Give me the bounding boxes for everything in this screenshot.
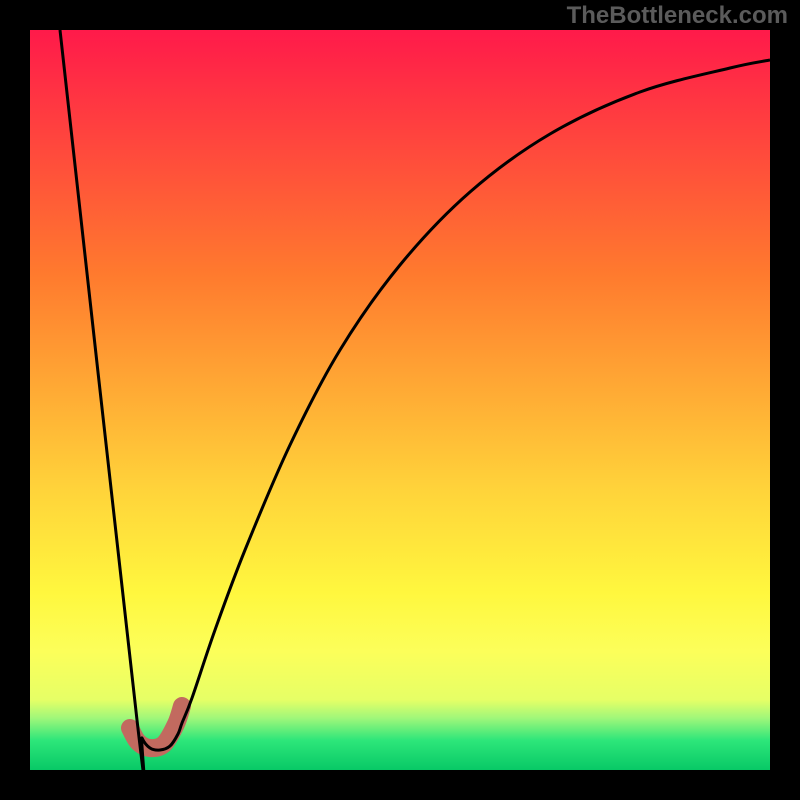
attribution-watermark: TheBottleneck.com [567, 2, 788, 30]
optimal-point-tick-icon [130, 706, 182, 748]
plot-area [30, 30, 770, 770]
curve-line [60, 30, 770, 770]
bottleneck-curve [30, 30, 770, 770]
chart-frame: TheBottleneck.com [0, 0, 800, 800]
